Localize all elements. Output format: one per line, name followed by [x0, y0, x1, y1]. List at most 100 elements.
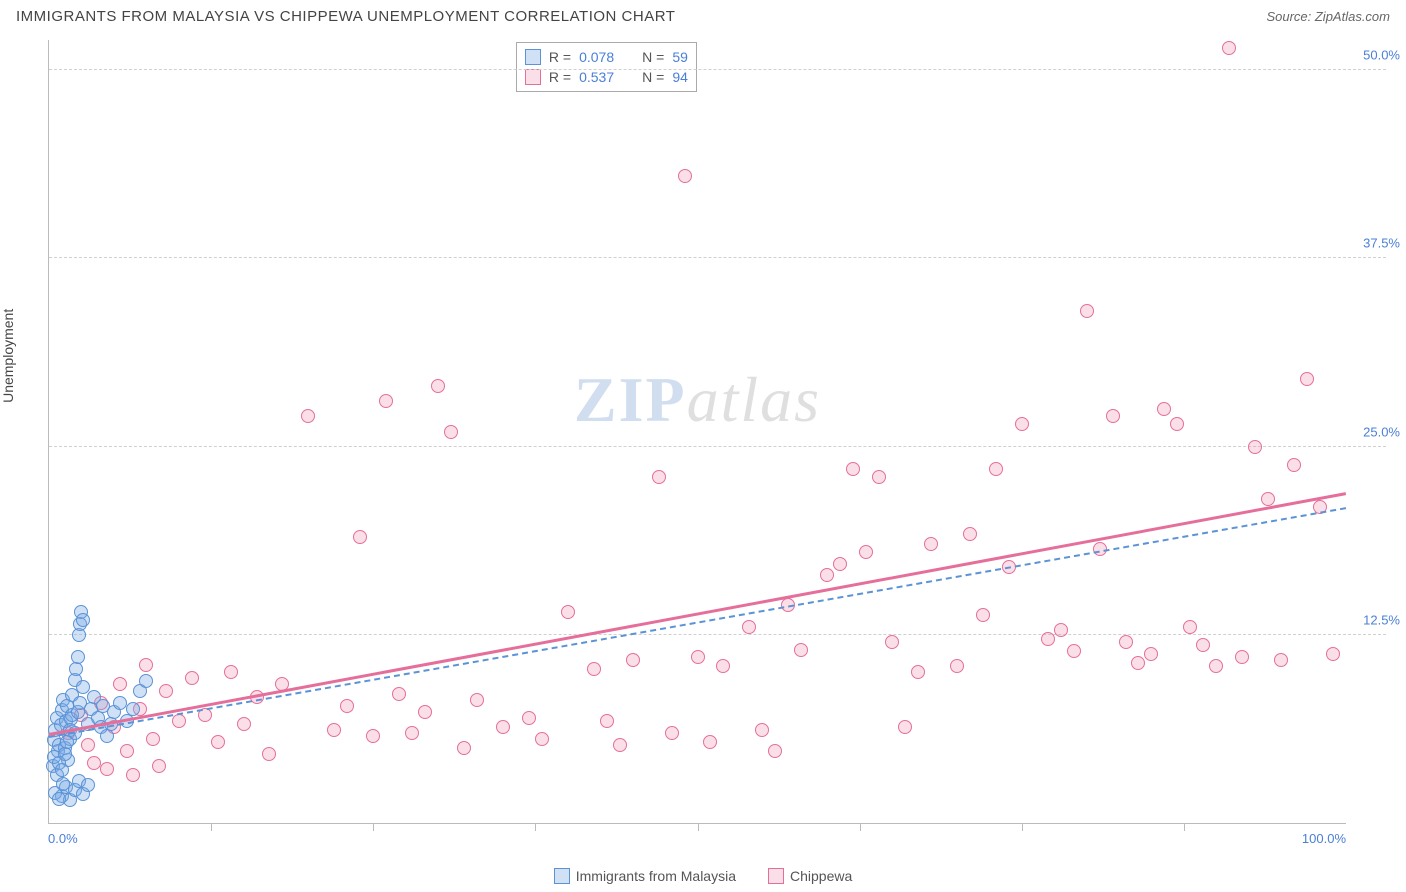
data-point [587, 662, 601, 676]
gridline [49, 634, 1386, 635]
r-value: 0.078 [579, 49, 614, 65]
n-value: 59 [672, 49, 688, 65]
data-point [1080, 304, 1094, 318]
data-point [126, 702, 140, 716]
r-label: R = [549, 69, 571, 85]
data-point [52, 792, 66, 806]
series-legend: Immigrants from Malaysia Chippewa [0, 868, 1406, 884]
data-point [1222, 41, 1236, 55]
data-point [846, 462, 860, 476]
data-point [1119, 635, 1133, 649]
data-point [600, 714, 614, 728]
x-tick [211, 823, 212, 831]
data-point [898, 720, 912, 734]
data-point [418, 705, 432, 719]
data-point [139, 674, 153, 688]
data-point [301, 409, 315, 423]
data-point [522, 711, 536, 725]
legend-swatch [554, 868, 570, 884]
data-point [120, 744, 134, 758]
data-point [100, 762, 114, 776]
data-point [1144, 647, 1158, 661]
gridline [49, 446, 1386, 447]
correlation-legend: R =0.078N =59R =0.537N =94 [516, 42, 697, 92]
data-point [366, 729, 380, 743]
data-point [379, 394, 393, 408]
legend-item: Chippewa [768, 868, 852, 884]
data-point [678, 169, 692, 183]
data-point [1131, 656, 1145, 670]
data-point [1300, 372, 1314, 386]
x-tick [1022, 823, 1023, 831]
data-point [1041, 632, 1055, 646]
data-point [211, 735, 225, 749]
data-point [405, 726, 419, 740]
y-tick-label: 50.0% [1363, 48, 1400, 63]
data-point [1106, 409, 1120, 423]
n-label: N = [642, 49, 664, 65]
watermark-atlas: atlas [687, 364, 821, 435]
trend-line [49, 507, 1346, 738]
legend-label: Chippewa [790, 868, 852, 884]
data-point [820, 568, 834, 582]
data-point [81, 778, 95, 792]
data-point [113, 677, 127, 691]
n-label: N = [642, 69, 664, 85]
legend-row: R =0.078N =59 [525, 47, 688, 67]
data-point [71, 650, 85, 664]
source-name: ZipAtlas.com [1315, 9, 1390, 24]
source-credit: Source: ZipAtlas.com [1266, 9, 1390, 24]
x-tick [535, 823, 536, 831]
data-point [69, 662, 83, 676]
data-point [742, 620, 756, 634]
data-point [1015, 417, 1029, 431]
gridline [49, 69, 1386, 70]
data-point [76, 613, 90, 627]
data-point [496, 720, 510, 734]
data-point [1261, 492, 1275, 506]
trend-line [49, 492, 1347, 736]
chart-title: IMMIGRANTS FROM MALAYSIA VS CHIPPEWA UNE… [16, 8, 675, 25]
y-tick-label: 25.0% [1363, 424, 1400, 439]
plot-region: ZIPatlas R =0.078N =59R =0.537N =94 12.5… [48, 40, 1346, 824]
r-value: 0.537 [579, 69, 614, 85]
data-point [976, 608, 990, 622]
data-point [224, 665, 238, 679]
legend-item: Immigrants from Malaysia [554, 868, 736, 884]
data-point [237, 717, 251, 731]
data-point [431, 379, 445, 393]
data-point [1196, 638, 1210, 652]
data-point [139, 658, 153, 672]
data-point [535, 732, 549, 746]
data-point [146, 732, 160, 746]
data-point [152, 759, 166, 773]
y-tick-label: 37.5% [1363, 236, 1400, 251]
watermark-zip: ZIP [574, 364, 687, 435]
data-point [716, 659, 730, 673]
data-point [1287, 458, 1301, 472]
data-point [126, 768, 140, 782]
data-point [652, 470, 666, 484]
source-prefix: Source: [1266, 9, 1314, 24]
data-point [1157, 402, 1171, 416]
x-axis-min-label: 0.0% [48, 831, 78, 846]
y-tick-label: 12.5% [1363, 612, 1400, 627]
data-point [1248, 440, 1262, 454]
data-point [885, 635, 899, 649]
legend-swatch [768, 868, 784, 884]
data-point [1235, 650, 1249, 664]
chart-area: Unemployment ZIPatlas R =0.078N =59R =0.… [0, 32, 1406, 852]
data-point [989, 462, 1003, 476]
data-point [444, 425, 458, 439]
data-point [81, 738, 95, 752]
data-point [691, 650, 705, 664]
data-point [755, 723, 769, 737]
data-point [185, 671, 199, 685]
x-tick [373, 823, 374, 831]
data-point [470, 693, 484, 707]
data-point [561, 605, 575, 619]
x-tick [860, 823, 861, 831]
data-point [100, 729, 114, 743]
data-point [1170, 417, 1184, 431]
data-point [963, 527, 977, 541]
